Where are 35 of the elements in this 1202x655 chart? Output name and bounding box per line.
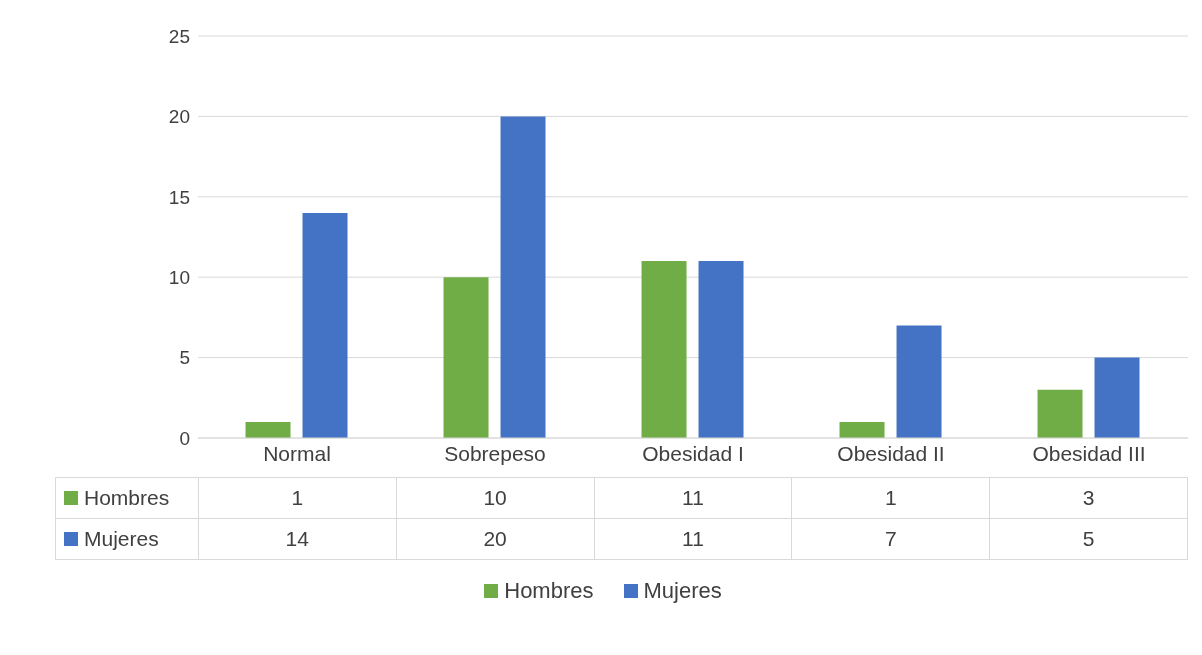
bar	[1037, 389, 1083, 438]
x-tick-label: Obesidad II	[837, 441, 945, 465]
bar	[839, 421, 885, 438]
data-label: 14	[197, 519, 396, 559]
data-label: 11	[593, 519, 792, 559]
legend-label: Hombres	[84, 486, 170, 510]
y-tick-label: 15	[168, 186, 190, 208]
x-tick-label: Normal	[263, 441, 331, 465]
data-label: 20	[395, 519, 594, 559]
legend-label: Mujeres	[643, 578, 722, 604]
text: Hombres	[504, 578, 594, 603]
bar	[896, 325, 942, 438]
bar	[302, 212, 348, 438]
data-label: 5	[989, 519, 1188, 559]
data-label: 10	[395, 478, 594, 518]
data-label: 11	[593, 478, 792, 518]
data-label: 1	[197, 478, 396, 518]
y-tick-label: 5	[179, 347, 190, 369]
y-tick-label: 0	[179, 427, 190, 449]
y-tick-label: 10	[168, 266, 190, 288]
bar	[443, 277, 489, 438]
bar	[698, 261, 744, 438]
bar	[641, 261, 687, 438]
y-tick-label: 20	[168, 106, 190, 128]
data-label: 3	[989, 478, 1188, 518]
data-label: 7	[791, 519, 990, 559]
bar	[1094, 357, 1140, 438]
bar	[245, 421, 291, 438]
data-label: 1	[791, 478, 990, 518]
x-tick-label: Obesidad III	[1032, 441, 1146, 465]
y-tick-label: 25	[168, 25, 190, 47]
text: Mujeres	[84, 527, 159, 550]
bar	[500, 116, 546, 438]
x-tick-label: Obesidad I	[642, 441, 744, 465]
x-tick-label: Sobrepeso	[444, 441, 546, 465]
